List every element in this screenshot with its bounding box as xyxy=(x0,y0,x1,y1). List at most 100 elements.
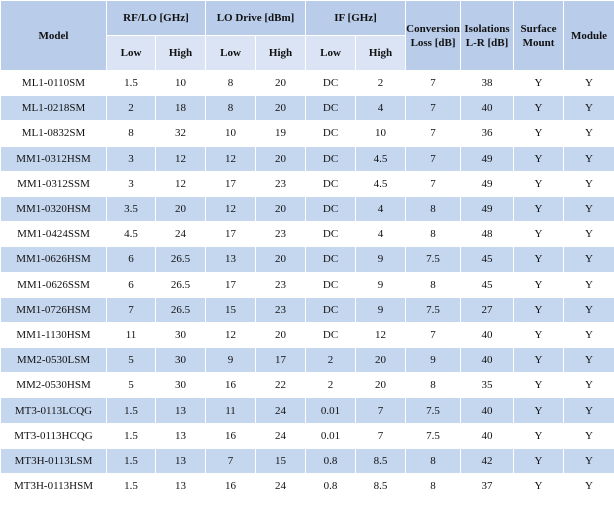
cell-rf-high: 13 xyxy=(155,447,206,475)
cell-if-low: 0.8 xyxy=(305,472,357,500)
cell-rf-low: 5 xyxy=(106,372,156,399)
header-conversion-loss: Conversion Loss [dB] xyxy=(405,0,462,71)
table-header: Model RF/LO [GHz] LO Drive [dBm] IF [GHz… xyxy=(0,0,614,71)
table-row: ML1-0218SM 2 18 8 20 DC 4 7 40 Y Y xyxy=(0,95,614,122)
cell-module: Y xyxy=(563,95,614,122)
header-group-row: Model RF/LO [GHz] LO Drive [dBm] IF [GHz… xyxy=(0,0,614,71)
cell-surface-mount: Y xyxy=(513,397,565,424)
cell-model: MM1-1130HSM xyxy=(0,321,107,349)
cell-model: MM1-0320HSM xyxy=(0,195,107,223)
cell-if-low: DC xyxy=(305,195,357,223)
cell-if-low: DC xyxy=(305,246,357,273)
cell-conversion-loss: 7 xyxy=(405,69,462,97)
cell-rf-high: 26.5 xyxy=(155,296,206,323)
cell-rf-low: 3 xyxy=(106,170,156,197)
cell-isolation: 37 xyxy=(460,472,515,500)
cell-lo-low: 17 xyxy=(205,271,256,298)
header-lo-drive: LO Drive [dBm] xyxy=(204,0,307,36)
cell-module: Y xyxy=(563,296,614,323)
cell-if-high: 2 xyxy=(355,69,407,97)
cell-surface-mount: Y xyxy=(513,246,565,273)
header-rf-lo: RF/LO [GHz] xyxy=(106,0,206,36)
cell-lo-high: 24 xyxy=(254,472,307,500)
cell-lo-low: 10 xyxy=(205,120,256,147)
cell-model: MM2-0530HSM xyxy=(0,372,107,399)
cell-if-high: 7 xyxy=(355,422,407,449)
cell-rf-low: 3.5 xyxy=(106,195,156,223)
cell-if-high: 4 xyxy=(355,95,407,122)
cell-model: MM1-0424SSM xyxy=(0,221,107,248)
cell-lo-low: 16 xyxy=(205,372,256,399)
table-row: MM2-0530HSM 5 30 16 22 2 20 8 35 Y Y xyxy=(0,372,614,399)
cell-lo-low: 12 xyxy=(205,195,256,223)
cell-if-low: DC xyxy=(305,170,357,197)
cell-surface-mount: Y xyxy=(513,120,565,147)
header-if-low: Low xyxy=(305,35,357,71)
cell-lo-high: 24 xyxy=(254,422,307,449)
cell-surface-mount: Y xyxy=(513,221,565,248)
cell-rf-high: 30 xyxy=(155,347,206,374)
table-row: MT3H-0113LSM 1.5 13 7 15 0.8 8.5 8 42 Y Y xyxy=(0,447,614,475)
cell-isolation: 45 xyxy=(460,271,515,298)
cell-lo-low: 9 xyxy=(205,347,256,374)
cell-model: ML1-0218SM xyxy=(0,95,107,122)
cell-lo-low: 7 xyxy=(205,447,256,475)
header-surface-mount: Surface Mount xyxy=(513,0,565,71)
cell-rf-high: 32 xyxy=(155,120,206,147)
cell-lo-low: 17 xyxy=(205,170,256,197)
cell-rf-high: 13 xyxy=(155,422,206,449)
table-row: MM1-0320HSM 3.5 20 12 20 DC 4 8 49 Y Y xyxy=(0,195,614,223)
cell-lo-high: 20 xyxy=(254,246,307,273)
cell-lo-low: 11 xyxy=(205,397,256,424)
table-row: ML1-0110SM 1.5 10 8 20 DC 2 7 38 Y Y xyxy=(0,69,614,97)
cell-isolation: 27 xyxy=(460,296,515,323)
header-if-high: High xyxy=(355,35,407,71)
table-row: MM1-0312SSM 3 12 17 23 DC 4.5 7 49 Y Y xyxy=(0,170,614,197)
table-row: MM1-1130HSM 11 30 12 20 DC 12 7 40 Y Y xyxy=(0,321,614,349)
cell-isolation: 42 xyxy=(460,447,515,475)
cell-surface-mount: Y xyxy=(513,447,565,475)
cell-if-high: 8.5 xyxy=(355,447,407,475)
table-row: MT3H-0113HSM 1.5 13 16 24 0.8 8.5 8 37 Y Y xyxy=(0,472,614,500)
cell-if-low: DC xyxy=(305,69,357,97)
cell-if-low: DC xyxy=(305,145,357,172)
header-module: Module xyxy=(563,0,614,71)
cell-isolation: 40 xyxy=(460,95,515,122)
cell-conversion-loss: 8 xyxy=(405,271,462,298)
cell-lo-high: 24 xyxy=(254,397,307,424)
header-lo-low: Low xyxy=(205,35,256,71)
cell-if-high: 9 xyxy=(355,246,407,273)
cell-rf-high: 26.5 xyxy=(155,246,206,273)
cell-surface-mount: Y xyxy=(513,296,565,323)
cell-module: Y xyxy=(563,472,614,500)
cell-surface-mount: Y xyxy=(513,372,565,399)
cell-conversion-loss: 7 xyxy=(405,170,462,197)
cell-model: ML1-0110SM xyxy=(0,69,107,97)
header-lo-high: High xyxy=(254,35,307,71)
cell-if-low: 2 xyxy=(305,347,357,374)
cell-model: MM2-0530LSM xyxy=(0,347,107,374)
cell-if-high: 4 xyxy=(355,221,407,248)
cell-rf-low: 1.5 xyxy=(106,397,156,424)
cell-lo-high: 23 xyxy=(254,221,307,248)
cell-surface-mount: Y xyxy=(513,95,565,122)
cell-module: Y xyxy=(563,321,614,349)
cell-rf-low: 11 xyxy=(106,321,156,349)
cell-model: MT3H-0113LSM xyxy=(0,447,107,475)
cell-if-high: 10 xyxy=(355,120,407,147)
cell-lo-high: 23 xyxy=(254,170,307,197)
cell-lo-low: 12 xyxy=(205,321,256,349)
cell-rf-low: 1.5 xyxy=(106,472,156,500)
cell-isolation: 40 xyxy=(460,347,515,374)
table-row: MM1-0726HSM 7 26.5 15 23 DC 9 7.5 27 Y Y xyxy=(0,296,614,323)
cell-rf-high: 13 xyxy=(155,397,206,424)
cell-if-high: 9 xyxy=(355,271,407,298)
cell-if-low: DC xyxy=(305,120,357,147)
cell-rf-low: 6 xyxy=(106,246,156,273)
cell-if-high: 4.5 xyxy=(355,145,407,172)
cell-surface-mount: Y xyxy=(513,271,565,298)
cell-lo-low: 12 xyxy=(205,145,256,172)
cell-if-high: 20 xyxy=(355,372,407,399)
cell-module: Y xyxy=(563,372,614,399)
cell-model: MM1-0726HSM xyxy=(0,296,107,323)
